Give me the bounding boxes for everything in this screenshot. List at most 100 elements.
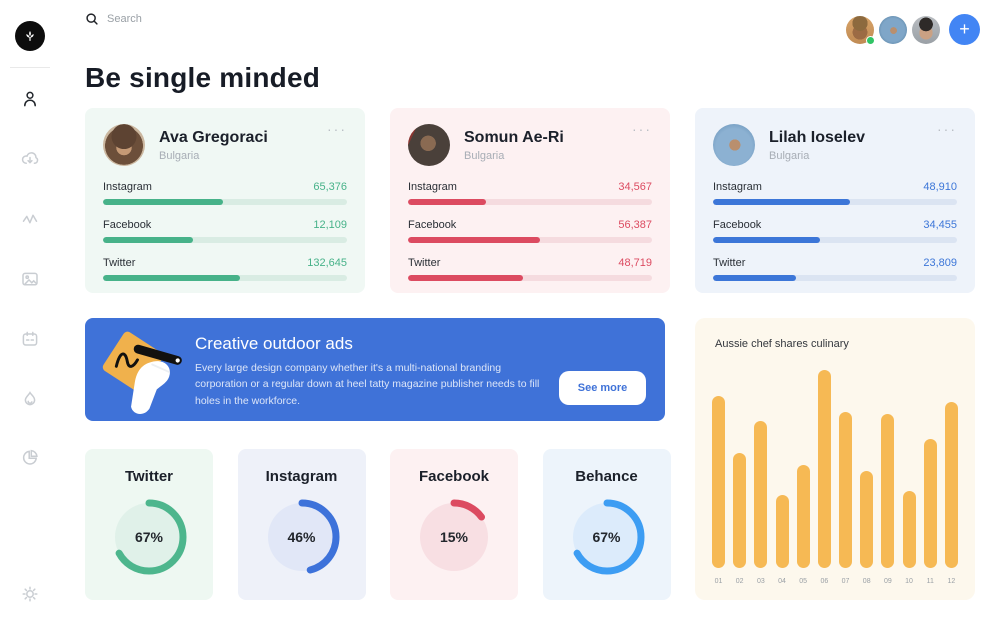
stat-label: Twitter [103,257,136,269]
progress-track [103,199,347,205]
more-options-icon[interactable]: ··· [327,121,347,137]
gauge-donut: 15% [390,495,518,579]
gauge-percent: 46% [287,529,316,545]
sidebar-item-calendar[interactable] [20,329,40,349]
gauge-title: Behance [575,468,638,485]
stat-value: 34,455 [923,219,957,231]
stat-value: 12,109 [313,219,347,231]
stat-row: Instagram 48,910 [713,181,957,205]
see-more-button[interactable]: See more [559,371,646,405]
gauge-title: Twitter [124,468,174,485]
gauge-percent: 15% [439,529,469,545]
profile-card: Ava Gregoraci Bulgaria ··· Instagram 65,376 F… [85,108,365,293]
donut-ring-icon [416,499,492,575]
chart-bar [902,491,916,568]
chart-bar [860,471,874,568]
stat-value: 23,809 [923,257,957,269]
stat-value: 48,910 [923,181,957,193]
sidebar-divider [10,67,50,68]
gauge-card: Behance 67% [542,449,671,600]
stat-row: Instagram 34,567 [408,181,652,205]
profile-avatar [408,124,450,166]
sidebar-item-image[interactable] [20,269,40,289]
chart-bar [881,414,895,568]
gauge-donut: 67% [85,495,213,579]
sprout-icon [26,31,34,41]
chart-tick-label: 02 [735,578,744,585]
chart-tick-label: 04 [778,578,786,585]
chart-bar [923,439,937,568]
profile-card: Somun Ae-Ri Bulgaria ··· Instagram 34,567 Fac… [390,108,670,293]
stat-value: 56,387 [618,219,652,231]
sidebar-item-settings[interactable] [20,584,40,604]
stat-value: 132,645 [307,257,347,269]
avatar[interactable] [846,15,875,45]
profile-card-header: Somun Ae-Ri Bulgaria ··· [408,121,652,166]
settings-icon [22,586,38,602]
more-options-icon[interactable]: ··· [632,121,652,137]
add-button[interactable]: + [949,14,980,45]
progress-track [408,199,652,205]
stat-row: Twitter 48,719 [408,257,652,281]
profile-country: Bulgaria [464,149,505,162]
stat-value: 48,719 [618,257,652,269]
chart-tick-label: 09 [883,578,892,585]
profile-avatar [713,124,755,166]
chart-bar [754,421,768,568]
avatar[interactable] [912,15,940,44]
chart-axis-labels: 01 02 03 04 05 06 07 08 09 10 11 12 [712,578,958,585]
chart-bar [817,370,831,568]
progress-fill [408,199,487,205]
stat-label: Facebook [408,219,457,231]
donut-ring-icon [569,499,644,575]
stat-label: Instagram [103,181,152,193]
avatar[interactable] [879,15,907,44]
progress-fill [103,199,223,205]
progress-track [408,275,652,281]
sidebar-item-cloud-download[interactable] [20,149,40,169]
gauge-cards-row: Twitter 67% Instagram 46% Facebook 15% Behance… [85,449,671,600]
sidebar-item-user[interactable] [20,89,40,109]
search-input[interactable] [107,13,267,25]
chart-tick-label: 06 [820,578,829,585]
chart-tick-label: 03 [756,578,765,585]
flame-icon [24,391,36,406]
sidebar-item-activity[interactable] [20,209,40,229]
chart-tick-label: 08 [862,578,871,585]
stat-label: Facebook [103,219,152,231]
search-icon[interactable] [85,12,99,26]
app-logo[interactable] [15,21,45,51]
progress-track [713,237,957,243]
gauge-card: Twitter 67% [85,449,213,600]
chart-bar [733,453,747,568]
profile-card-header: Ava Gregoraci Bulgaria ··· [103,121,347,166]
sidebar-item-flame[interactable] [20,389,40,409]
banner-title: Creative outdoor ads [195,334,353,353]
donut-ring-icon [264,499,339,575]
progress-fill [713,275,796,281]
stat-value: 65,376 [313,181,347,193]
sidebar-item-pie-chart[interactable] [20,447,40,467]
stat-label: Instagram [408,181,457,193]
profile-name: Lilah Ioselev [769,128,866,146]
chart-bar [944,402,958,568]
user-icon [24,91,36,107]
stat-row: Twitter 23,809 [713,257,957,281]
bar-chart-card: Aussie chef shares culinary 01 02 03 04 05 06… [695,318,975,600]
calendar-icon [22,331,38,346]
profile-card: Lilah Ioselev Bulgaria ··· Instagram 48,910 F… [695,108,975,293]
stat-label: Twitter [408,257,441,269]
progress-fill [408,237,540,243]
stat-value: 34,567 [618,181,652,193]
gauge-donut: 67% [543,495,671,579]
chart-tick-label: 05 [799,578,808,585]
more-options-icon[interactable]: ··· [937,121,957,137]
gauge-donut: 46% [238,495,366,579]
gauge-title: Facebook [418,468,490,485]
profile-cards-row: Ava Gregoraci Bulgaria ··· Instagram 65,376 F… [85,108,975,293]
chart-bar [712,396,725,568]
chart-tick-label: 10 [905,578,913,585]
chart-title: Aussie chef shares culinary [715,338,849,350]
stat-row: Facebook 56,387 [408,219,652,243]
search-bar [85,12,267,26]
